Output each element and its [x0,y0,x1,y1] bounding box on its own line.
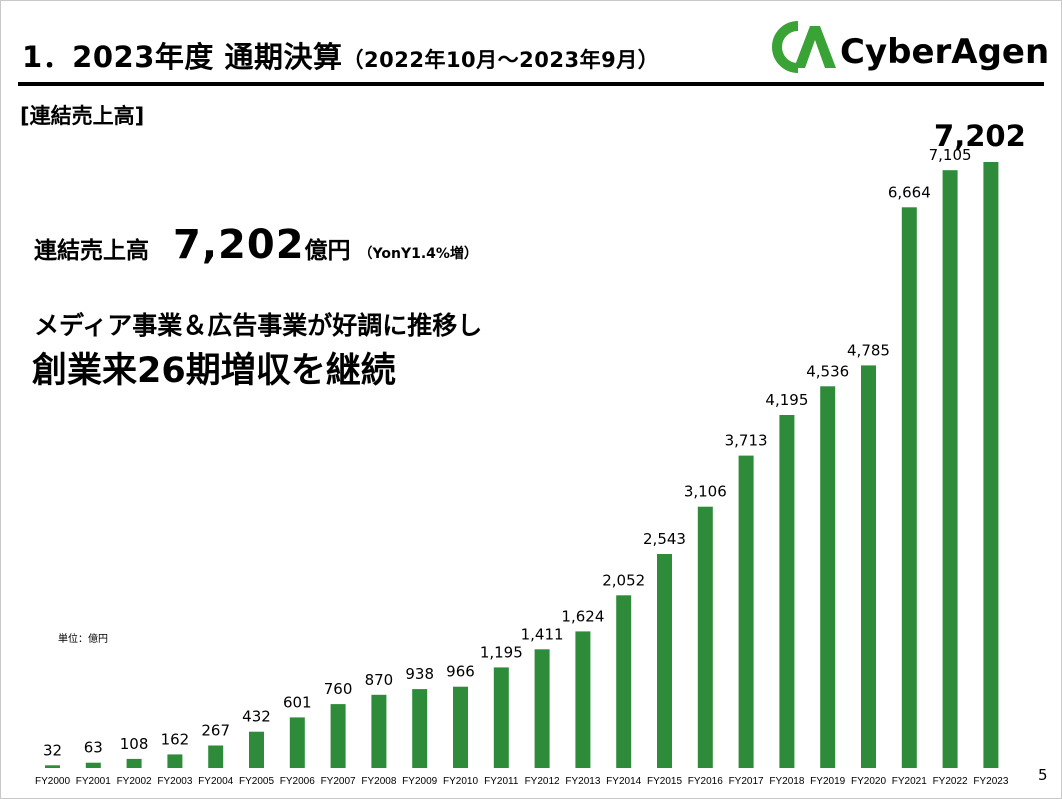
value-label-fy2001: 63 [84,739,103,757]
bar-fy2017 [738,455,754,768]
bar-fy2020 [861,365,876,768]
bar-fy2003 [167,754,183,768]
bar-fy2021 [901,207,917,769]
tagline-primary: メディア事業＆広告事業が好調に推移し [34,311,483,340]
x-tick-fy2008: FY2008 [361,776,396,787]
value-label-fy2016: 3,106 [684,483,727,501]
x-tick-fy2002: FY2002 [117,776,152,787]
bar-fy2012 [534,649,550,768]
x-tick-fy2020: FY2020 [851,776,886,787]
x-tick-fy2001: FY2001 [76,776,111,787]
bar-fy2000 [45,765,60,768]
logo-a-mark [794,26,836,68]
x-tick-fy2019: FY2019 [810,776,845,787]
value-label-fy2006: 601 [283,693,312,711]
x-tick-fy2016: FY2016 [688,776,723,787]
value-label-fy2010: 966 [446,663,475,681]
kpi-label: 連結売上高 [34,238,149,264]
bar-fy2018 [779,415,795,768]
bar-fy2013 [575,631,591,768]
value-label-fy2011: 1,195 [480,643,523,661]
title-period: （2022年10月～2023年9月） [342,48,660,72]
value-label-fy2004: 267 [201,722,230,740]
bar-fy2002 [126,758,142,768]
value-label-fy2007: 760 [324,680,353,698]
bar-fy2004 [208,745,224,768]
bar-fy2019 [820,386,836,768]
bar-fy2010 [453,686,468,768]
x-tick-fy2012: FY2012 [525,776,560,787]
bar-fy2015 [657,554,672,768]
bar-fy2016 [697,506,713,768]
x-tick-fy2022: FY2022 [933,776,968,787]
value-label-fy2017: 3,713 [725,432,768,450]
bar-fy2009 [412,689,428,768]
kpi-value: 7,202 [173,222,305,268]
tagline-secondary: 創業来26期増収を継続 [32,351,396,391]
title-main: 1．2023年度 通期決算 [22,40,343,74]
x-tick-fy2007: FY2007 [321,776,356,787]
value-label-fy2009: 938 [405,665,434,683]
x-tick-fy2015: FY2015 [647,776,682,787]
bar-fy2014 [616,595,632,768]
x-tick-fy2009: FY2009 [402,776,437,787]
value-label-fy2019: 4,536 [806,362,849,380]
value-label-fy2005: 432 [242,708,271,726]
unit-note: 単位：億円 [58,634,108,645]
value-label-fy2015: 2,543 [643,530,686,548]
bar-fy2023 [983,162,999,768]
value-label-fy2008: 870 [365,671,394,689]
bar-fy2007 [330,704,346,768]
kpi-unit: 億円 [304,238,351,264]
page-number: 5 [1038,766,1048,784]
logo-registered-mark [1041,55,1047,61]
cyberagent-logo: CyberAgent [772,21,1048,73]
bar-fy2008 [371,694,387,768]
x-tick-fy2013: FY2013 [565,776,600,787]
value-label-fy2022: 7,105 [929,146,972,164]
x-tick-fy2017: FY2017 [729,776,764,787]
logo-c-mark [772,21,799,73]
x-tick-fy2004: FY2004 [198,776,233,787]
value-label-fy2000: 32 [43,741,62,759]
bar-fy2001 [85,762,101,768]
bar-fy2011 [493,667,509,768]
slide-title: 1．2023年度 通期決算（2022年10月～2023年9月） [22,34,659,76]
kpi-block: 連結売上高 7,202億円 （YonY1.4%増） [34,222,478,268]
section-label: [連結売上高] [20,104,145,128]
x-tick-fy2005: FY2005 [239,776,274,787]
logo-wordmark: CyberAgent [840,32,1048,72]
x-tick-fy2021: FY2021 [892,776,927,787]
value-label-fy2014: 2,052 [602,571,645,589]
value-label-fy2023: 7,202 [934,119,1026,153]
bar-fy2005 [249,731,264,768]
kpi-yoy: （YonY1.4%増） [358,246,478,262]
x-tick-fy2011: FY2011 [484,776,519,787]
value-label-fy2002: 108 [120,735,149,753]
x-tick-fy2010: FY2010 [443,776,478,787]
x-tick-fy2006: FY2006 [280,776,315,787]
x-tick-fy2018: FY2018 [769,776,804,787]
x-tick-fy2003: FY2003 [157,776,192,787]
x-tick-fy2014: FY2014 [606,776,641,787]
value-label-fy2021: 6,664 [888,183,931,201]
value-label-fy2003: 162 [161,730,190,748]
value-label-fy2013: 1,624 [561,607,604,625]
title-underline [18,82,1044,86]
x-tick-fy2023: FY2023 [973,776,1008,787]
bar-fy2006 [289,717,305,768]
x-tick-fy2000: FY2000 [35,776,70,787]
value-label-fy2020: 4,785 [847,341,890,359]
value-label-fy2018: 4,195 [765,391,808,409]
value-label-fy2012: 1,411 [521,625,564,643]
bar-fy2022 [942,170,958,768]
